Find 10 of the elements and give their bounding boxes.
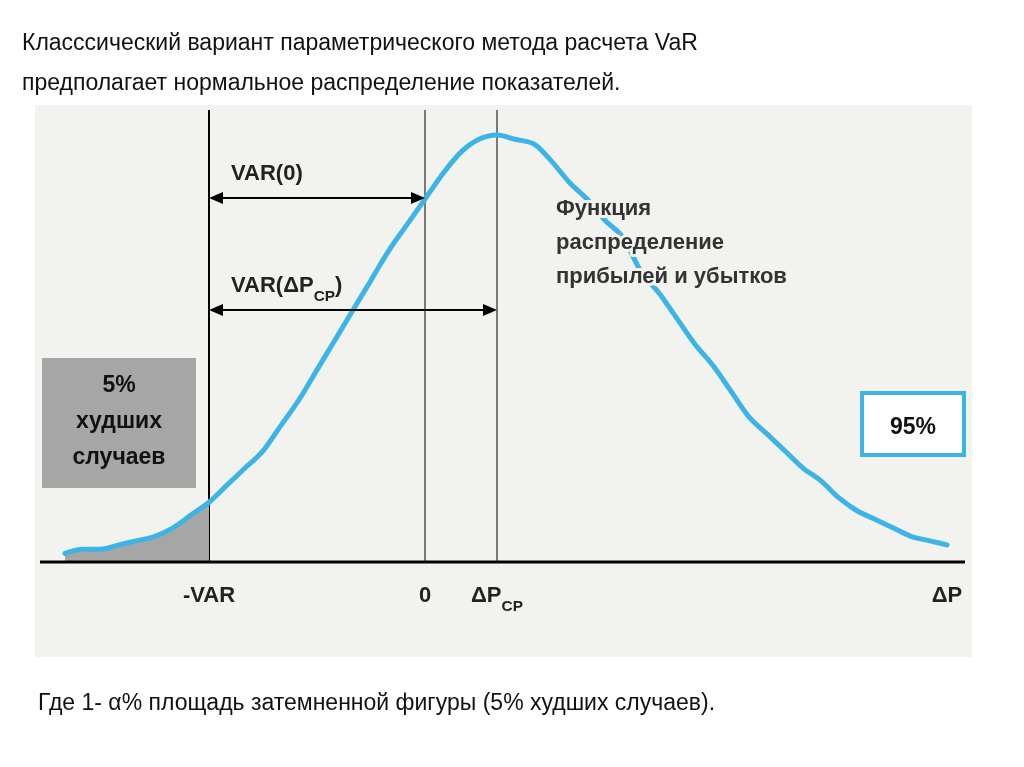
annotation: VAR(0) xyxy=(231,160,303,185)
annotation: 95% xyxy=(889,413,937,439)
x-tick-label: ΔP$_{CP}$ xyxy=(471,582,523,614)
text: Где 1- α% площадь затемненной фигуры (5% худших случаев). xyxy=(38,689,716,715)
x-tick-label: -VAR xyxy=(182,582,236,607)
x-tick-label: 0 xyxy=(418,582,432,607)
annotation: VAR(ΔP$_{CP}$) xyxy=(231,272,343,304)
x-tick-label: ΔP xyxy=(931,582,963,607)
chart-title: Класссический вариант параметрического метода расчета VaR предполагает нормальное распределение показателей. xyxy=(22,29,698,95)
annotation: 5% худших случаев xyxy=(72,371,166,469)
